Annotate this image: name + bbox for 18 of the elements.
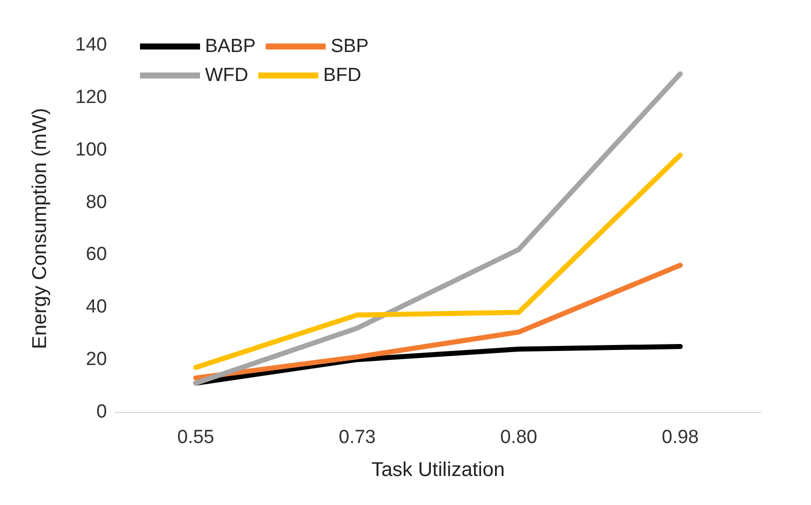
y-axis-title: Energy Consumption (mW) <box>29 108 51 350</box>
y-tick-label: 80 <box>86 192 107 213</box>
x-tick-label: 0.73 <box>338 427 376 448</box>
x-tick-label: 0.80 <box>500 427 538 448</box>
y-tick-label: 0 <box>96 402 107 422</box>
legend-label: BFD <box>323 65 362 86</box>
y-tick-label: 100 <box>75 139 107 160</box>
y-tick-label: 40 <box>86 296 107 318</box>
x-axis-title: Task Utilization <box>371 459 505 481</box>
y-tick-label: 20 <box>86 349 107 370</box>
y-tick-label: 120 <box>75 86 107 108</box>
x-tick-label: 0.55 <box>177 427 214 448</box>
y-tick-label: 140 <box>75 34 107 56</box>
y-tick-label: 60 <box>86 244 107 266</box>
x-tick-label: 0.98 <box>662 427 699 448</box>
legend-label: BABP <box>205 36 256 57</box>
legend-label: WFD <box>205 65 248 86</box>
legend-label: SBP <box>330 36 369 57</box>
